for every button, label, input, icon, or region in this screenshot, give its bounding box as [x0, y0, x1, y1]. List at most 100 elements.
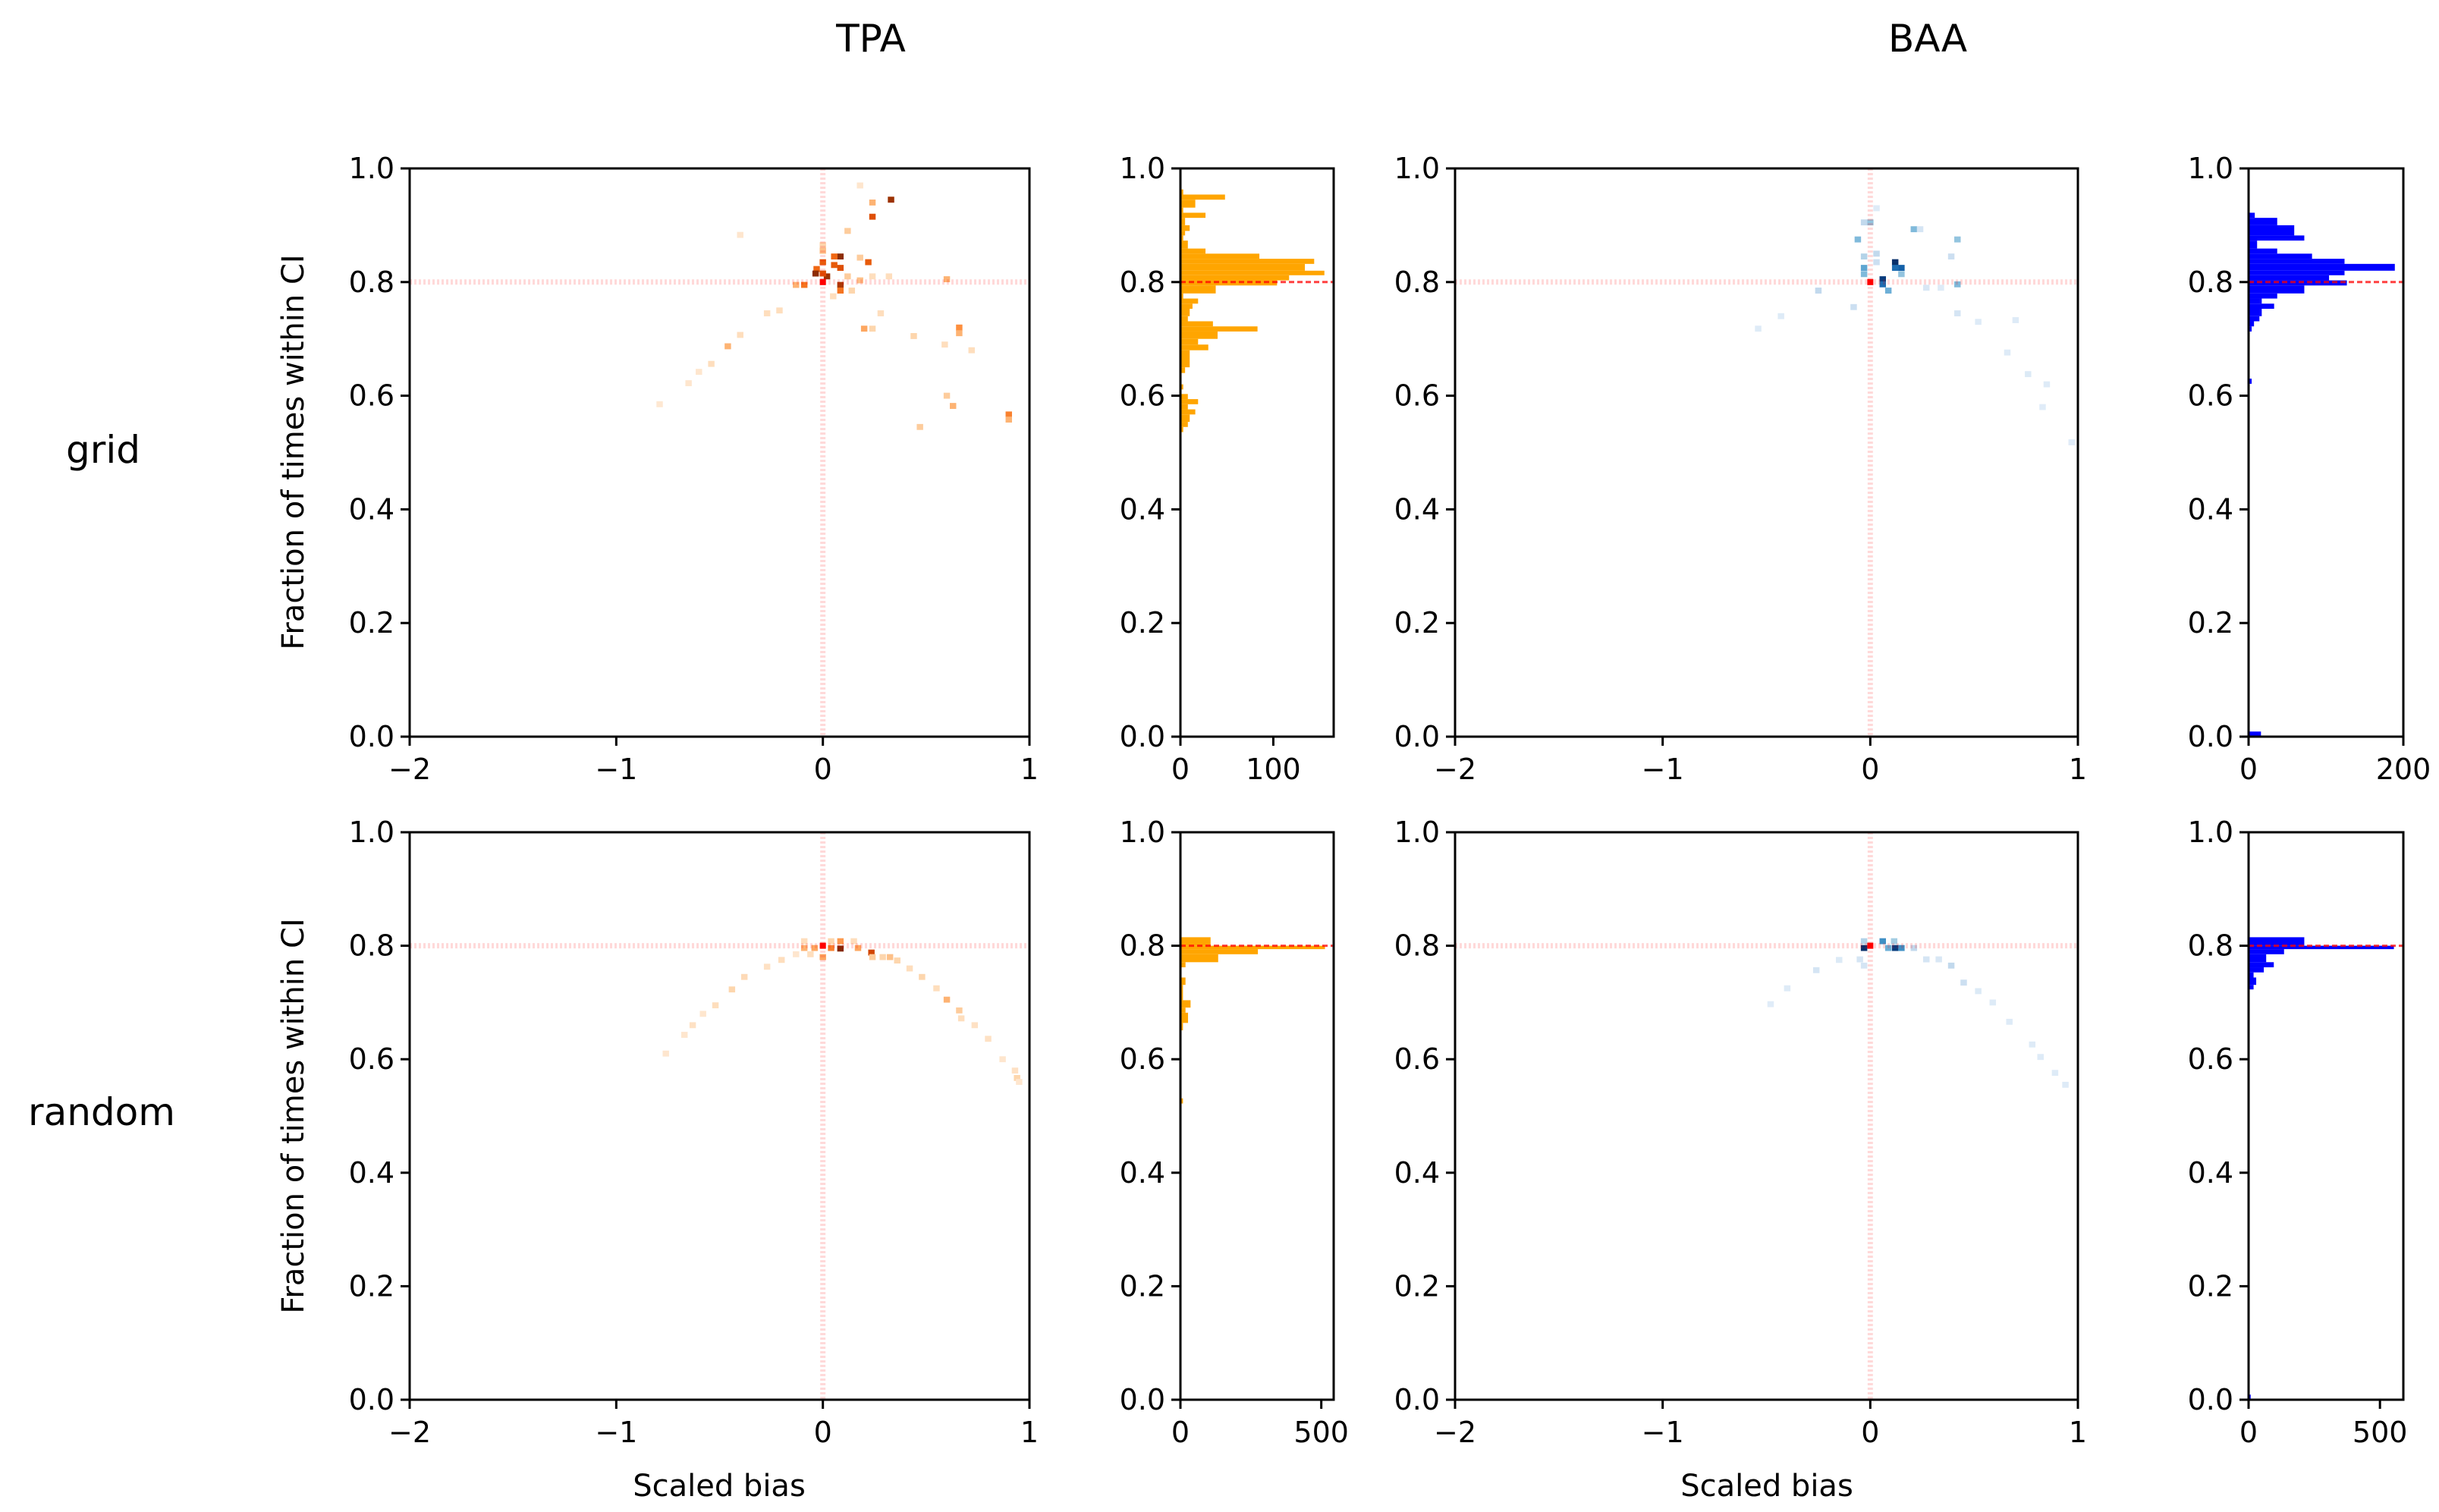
histogram-bar	[2249, 962, 2274, 968]
heatmap-cell	[2006, 1018, 2013, 1025]
heatmap-cell	[728, 986, 736, 993]
y-tick-label: 0.6	[1120, 1042, 1165, 1076]
heatmap-cell	[1910, 226, 1918, 233]
histogram-bar	[1180, 344, 1208, 350]
y-tick-label: 0.4	[2188, 1156, 2233, 1190]
histogram-bar	[1180, 1000, 1191, 1008]
heatmap-cell	[968, 347, 975, 354]
heatmap-cell	[956, 1007, 963, 1014]
heatmap-cell	[1879, 938, 1886, 945]
y-tick-label: 0.6	[1394, 379, 1440, 413]
heatmap-cell	[888, 196, 894, 203]
axes-frame	[1454, 831, 2079, 1401]
histogram-bar	[2249, 954, 2267, 963]
heatmap-cell	[956, 324, 963, 331]
y-tick-label: 0.2	[1120, 606, 1165, 640]
y-tick-label: 0.4	[349, 492, 394, 526]
x-tick-label: 500	[2353, 1416, 2408, 1449]
histogram-bar	[1180, 399, 1199, 404]
heatmap-cell	[1884, 288, 1892, 294]
heatmap-cell	[699, 1011, 706, 1017]
heatmap-cell	[943, 996, 951, 1003]
histogram-bar	[2249, 218, 2277, 225]
heatmap-cell	[2004, 349, 2011, 356]
histogram-bar	[2249, 285, 2305, 294]
x-tick-label: 0	[814, 1416, 832, 1449]
histogram-bar	[1180, 962, 1186, 968]
row-label-random: random	[28, 1090, 175, 1134]
heatmap-cell	[778, 957, 785, 963]
histogram-bar	[2249, 248, 2277, 254]
heatmap-cell	[737, 231, 743, 238]
x-tick-label: 500	[1293, 1416, 1349, 1449]
y-tick-label: 0.2	[349, 606, 394, 640]
heatmap-cell	[1916, 226, 1924, 233]
heatmap-cell	[1784, 985, 1791, 992]
heatmap-cell	[1850, 303, 1857, 310]
histogram-bar	[1180, 321, 1213, 327]
heatmap-cell	[971, 1022, 979, 1029]
x-tick-label: −1	[1642, 753, 1684, 786]
heatmap-cell	[879, 954, 886, 960]
heatmap-cell	[800, 281, 808, 288]
y-tick-label: 0.0	[1394, 720, 1440, 753]
y-tick-label: 0.6	[1120, 379, 1165, 413]
heatmap-cell	[763, 963, 771, 970]
heatmap-cell	[2037, 1054, 2044, 1061]
heatmap-cell	[724, 343, 731, 350]
x-tick-label: 100	[1246, 753, 1301, 786]
histogram-bar	[1180, 945, 1325, 950]
heatmap-cell	[800, 945, 808, 951]
x-tick-label: 1	[2069, 753, 2087, 786]
y-tick-label: 0.0	[1394, 1383, 1440, 1416]
x-tick-label: 0	[1171, 1416, 1190, 1449]
y-tick-label: 0.8	[2188, 929, 2233, 963]
heatmap-cell	[1922, 284, 1930, 291]
histogram-bar	[1180, 422, 1188, 427]
heatmap-cell	[844, 228, 851, 234]
x-tick-label: 1	[2069, 1416, 2087, 1449]
heatmap-cell	[2039, 404, 2046, 410]
x-axis-label-tpa: Scaled bias	[633, 1469, 806, 1504]
heatmap-cell	[906, 965, 913, 972]
histogram-bar	[2249, 253, 2312, 259]
y-tick-label: 0.8	[1120, 266, 1165, 299]
heatmap-cell	[1812, 967, 1820, 973]
histogram-bar	[1180, 303, 1193, 310]
x-tick-label: −1	[1642, 1416, 1684, 1449]
heatmap-cell	[812, 270, 819, 277]
heatmap-cell	[1879, 281, 1886, 288]
x-tick-label: 0	[814, 753, 832, 786]
histogram-bar	[1180, 977, 1186, 985]
axes-frame	[1179, 831, 1335, 1401]
x-tick-label: 0	[2239, 753, 2258, 786]
heatmap-cell	[763, 310, 771, 316]
axes-frame	[1179, 167, 1335, 738]
heatmap-cell	[685, 380, 692, 387]
heatmap-cell	[837, 281, 844, 288]
heatmap-cell	[1898, 945, 1905, 951]
histogram-bar	[1180, 949, 1259, 954]
heatmap-cell	[1947, 962, 1955, 969]
y-tick-label: 0.0	[2188, 1383, 2233, 1416]
heatmap-cell	[811, 945, 818, 951]
heatmap-cell	[869, 273, 876, 280]
mean-marker	[819, 942, 826, 949]
y-tick-label: 0.0	[1120, 720, 1165, 753]
histogram-bar	[1180, 235, 1183, 241]
histogram-bar	[1180, 426, 1183, 432]
histogram-bar	[1180, 207, 1183, 213]
heatmap-cell	[1891, 265, 1899, 272]
y-tick-label: 1.0	[2188, 152, 2233, 185]
y-tick-label: 0.6	[349, 1042, 394, 1076]
heatmap-cell	[2025, 371, 2032, 378]
heatmap-cell	[1884, 945, 1892, 951]
heatmap-panel-tpa-grid: 0.0 0.2 0.4 0.6 0.8 1.0 −2 −1 0 1	[349, 152, 1039, 786]
histogram-bar	[1180, 212, 1206, 218]
histogram-bar	[2249, 225, 2295, 236]
histogram-bar	[1180, 240, 1188, 249]
heatmap-cell	[837, 253, 844, 260]
x-tick-label: 0	[1171, 753, 1190, 786]
histogram-bar	[2249, 259, 2345, 264]
histogram-bar	[1180, 259, 1315, 264]
